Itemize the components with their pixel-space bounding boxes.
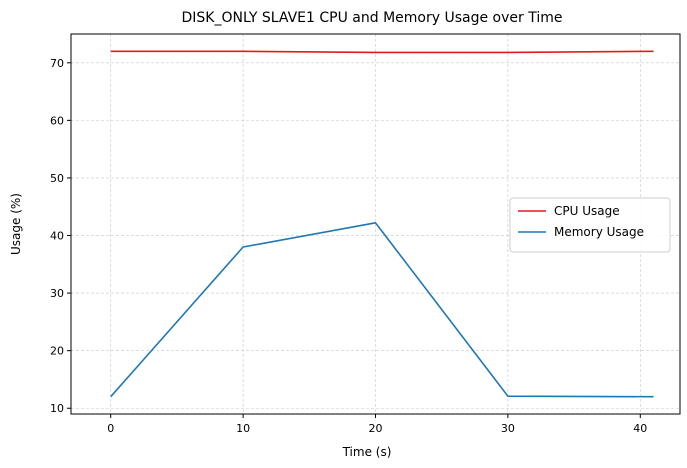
- x-tick-label: 20: [369, 422, 383, 435]
- x-tick-label: 10: [236, 422, 250, 435]
- y-tick-label: 70: [50, 57, 64, 70]
- x-tick-label: 0: [107, 422, 114, 435]
- grid: [71, 34, 680, 414]
- y-tick-label: 10: [50, 402, 64, 415]
- legend-box: [509, 197, 671, 253]
- x-axis-label: Time (s): [342, 445, 392, 459]
- y-tick-label: 60: [50, 114, 64, 127]
- x-tick-label: 40: [633, 422, 647, 435]
- legend-label-cpu-usage: CPU Usage: [554, 204, 620, 218]
- y-tick-label: 40: [50, 230, 64, 243]
- legend: CPU Usage Memory Usage: [509, 197, 671, 253]
- chart-title: DISK_ONLY SLAVE1 CPU and Memory Usage ov…: [182, 10, 563, 26]
- axis-ticks: 0 10 20 30 40 10 20 30 40 50 60 70: [50, 57, 647, 435]
- cpu-usage-line: [110, 50, 654, 54]
- memory-usage-line: [110, 222, 654, 398]
- y-axis-label: Usage (%): [9, 193, 23, 255]
- x-tick-label: 30: [501, 422, 515, 435]
- y-tick-label: 30: [50, 287, 64, 300]
- series-lines: [110, 50, 654, 398]
- y-tick-label: 50: [50, 172, 64, 185]
- y-tick-label: 20: [50, 345, 64, 358]
- legend-label-memory-usage: Memory Usage: [554, 225, 644, 239]
